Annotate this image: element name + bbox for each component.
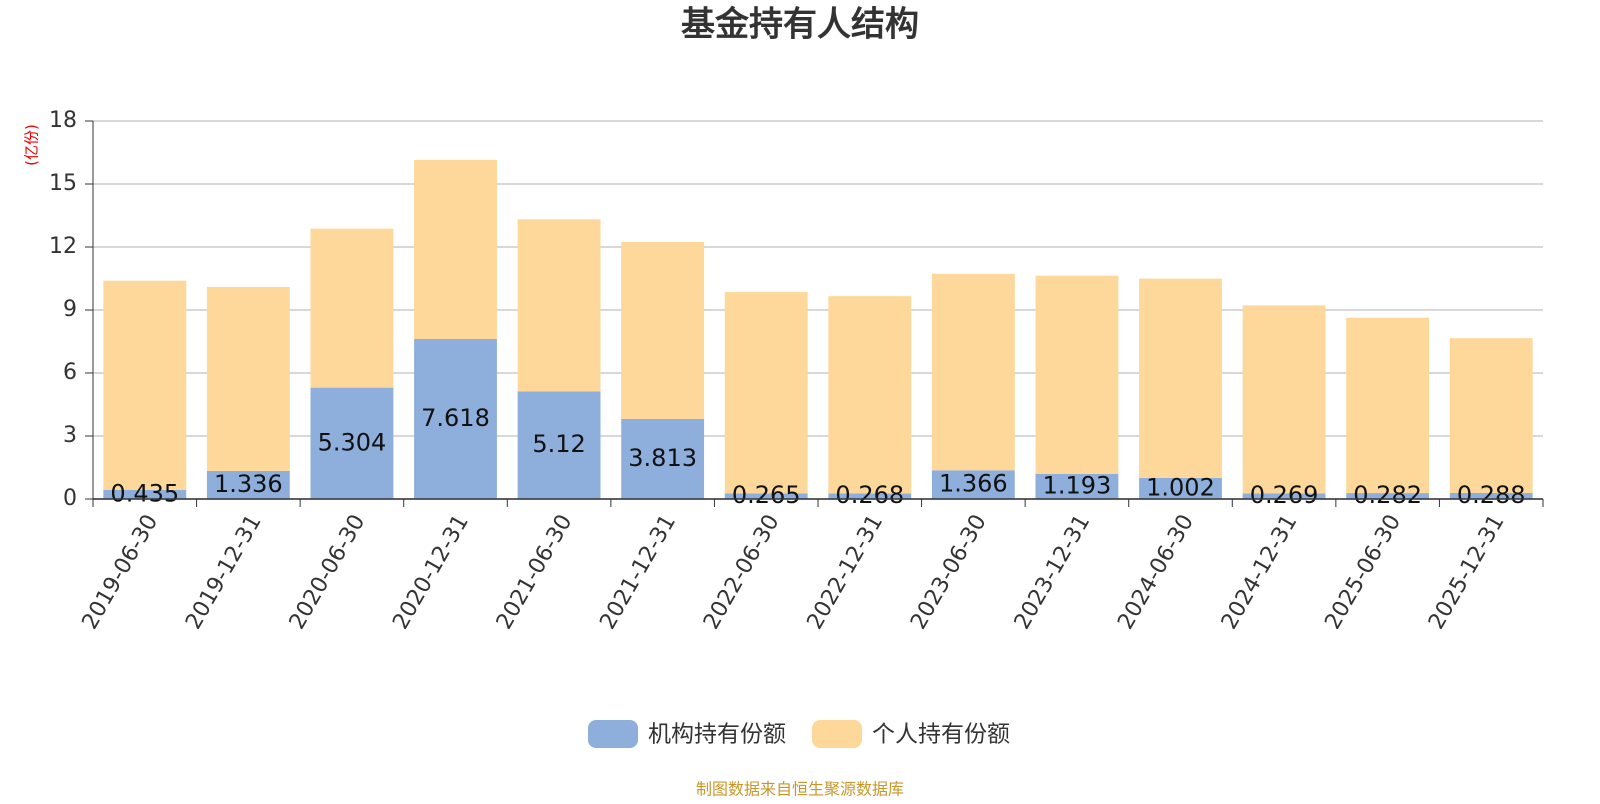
bar-segment <box>206 470 290 499</box>
bar-segment <box>621 241 705 419</box>
bar-segment <box>931 273 1015 471</box>
y-tick-label: 12 <box>49 234 77 259</box>
y-axis-unit: (亿份) <box>23 124 41 166</box>
x-tick-label: 2020-06-30 <box>285 511 371 634</box>
legend-swatch <box>588 720 638 748</box>
x-tick-label: 2021-12-31 <box>595 511 681 634</box>
x-tick-label: 2020-12-31 <box>388 511 474 634</box>
bar-segment <box>1449 492 1533 499</box>
data-label: 1.002 <box>1146 473 1215 501</box>
data-label: 5.304 <box>318 428 387 456</box>
x-tick-label: 2019-12-31 <box>181 511 267 634</box>
bar-segment <box>414 159 497 340</box>
data-label: 5.12 <box>532 430 585 458</box>
data-label: 1.193 <box>1043 471 1112 499</box>
data-label: 0.265 <box>732 481 801 509</box>
x-tick-label: 2023-12-31 <box>1010 511 1096 634</box>
data-label: 1.366 <box>939 470 1008 498</box>
data-label: 0.435 <box>110 479 179 507</box>
data-label: 7.618 <box>421 404 490 432</box>
bar-segment <box>310 228 394 388</box>
y-tick-label: 18 <box>49 108 77 133</box>
x-tick-label: 2023-06-30 <box>906 511 992 634</box>
data-label: 1.336 <box>214 470 283 498</box>
x-tick-label: 2024-06-30 <box>1113 511 1199 634</box>
bar-segment <box>414 339 497 499</box>
bar-segment <box>206 286 290 471</box>
data-label: 0.288 <box>1457 481 1526 509</box>
bar-segment <box>103 489 187 499</box>
bar-segment <box>828 296 912 494</box>
legend-label: 个人持有份额 <box>872 722 1010 748</box>
x-tick-label: 2024-12-31 <box>1217 511 1303 634</box>
bar-segment <box>1346 493 1430 499</box>
bar-segment <box>1139 477 1222 499</box>
bar-segment <box>1449 338 1533 493</box>
bar-segment <box>517 391 601 499</box>
bar-segment <box>931 470 1015 499</box>
bar-segment <box>1242 305 1326 494</box>
y-tick-label: 15 <box>49 171 77 196</box>
legend-swatch <box>812 720 862 748</box>
data-label: 0.269 <box>1250 481 1319 509</box>
bar-segment <box>724 493 808 499</box>
bar-segment <box>621 418 705 499</box>
source-note: 制图数据来自恒生聚源数据库 <box>696 780 904 799</box>
bar-segment <box>724 292 808 494</box>
bar-segment <box>310 387 394 499</box>
chart-title: 基金持有人结构 <box>681 5 919 45</box>
bar-segment <box>1242 493 1326 499</box>
bar-segment <box>103 280 187 490</box>
data-label: 3.813 <box>628 444 697 472</box>
y-tick-label: 0 <box>63 486 77 511</box>
y-tick-label: 6 <box>63 360 77 385</box>
x-tick-label: 2019-06-30 <box>78 511 164 634</box>
bar-segment <box>1035 473 1119 499</box>
x-tick-label: 2025-06-30 <box>1320 511 1406 634</box>
data-label: 0.268 <box>835 481 904 509</box>
x-tick-label: 2021-06-30 <box>492 511 578 634</box>
legend-label: 机构持有份额 <box>648 722 786 748</box>
x-tick-label: 2025-12-31 <box>1424 511 1510 634</box>
x-tick-label: 2022-06-30 <box>699 511 785 634</box>
x-tick-label: 2022-12-31 <box>803 511 889 634</box>
y-tick-label: 9 <box>63 297 77 322</box>
data-label: 0.282 <box>1353 481 1422 509</box>
y-tick-label: 3 <box>63 423 77 448</box>
bar-segment <box>1346 317 1430 494</box>
bar-segment <box>828 493 912 499</box>
bar-segment <box>517 219 601 392</box>
bar-segment <box>1035 275 1119 474</box>
bar-segment <box>1139 278 1222 478</box>
